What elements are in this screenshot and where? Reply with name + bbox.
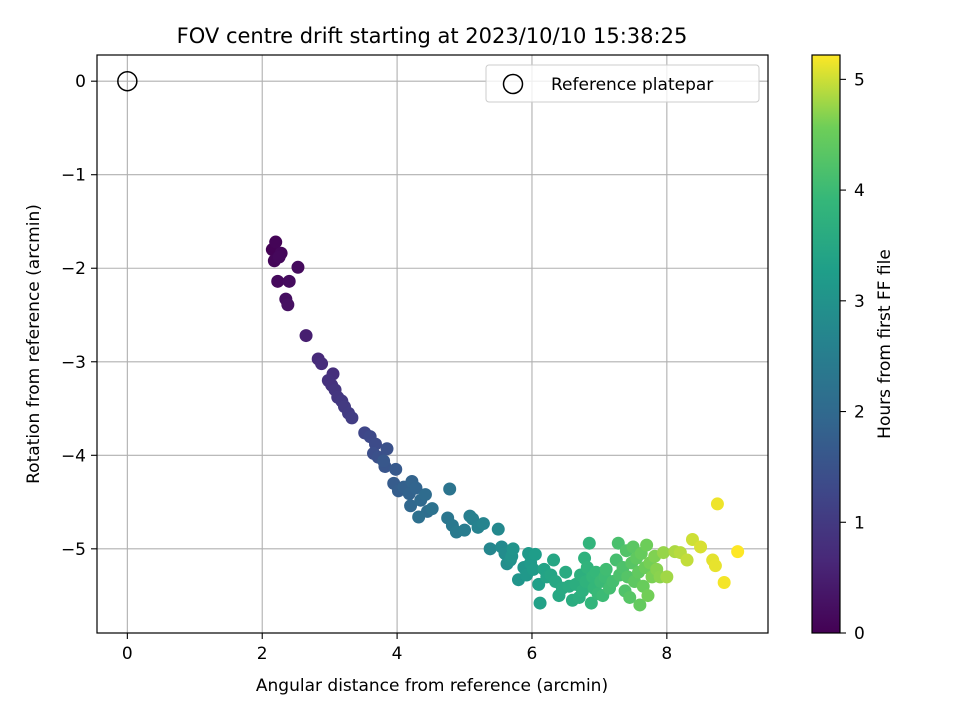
legend: Reference platepar	[485, 64, 760, 103]
scatter-point	[717, 575, 731, 589]
scatter-point	[640, 538, 654, 552]
legend-marker-icon	[502, 73, 524, 95]
scatter-point	[656, 546, 670, 560]
scatter-point	[660, 570, 674, 584]
scatter-point	[404, 499, 418, 513]
scatter-point	[694, 540, 708, 554]
scatter-point	[269, 235, 283, 249]
scatter-point	[281, 298, 295, 312]
scatter-point	[528, 547, 542, 561]
scatter-point	[409, 481, 423, 495]
plot-area	[97, 55, 768, 633]
scatter-point	[526, 562, 540, 576]
scatter-point	[506, 542, 520, 556]
scatter-point	[483, 542, 497, 556]
colorbar: 0 1 2 3 4 5 Hours from first FF file	[811, 54, 895, 644]
colorbar-tick-label: 3	[854, 292, 865, 312]
scatter-point	[710, 497, 724, 511]
scatter-point	[418, 488, 432, 502]
scatter-point	[282, 274, 296, 288]
scatter-point	[731, 545, 745, 559]
legend-box	[485, 64, 760, 103]
scatter-point	[315, 357, 329, 371]
scatter-point	[547, 553, 561, 567]
colorbar-tick-label: 1	[854, 513, 865, 533]
y-tick-label: −3	[61, 353, 86, 373]
colorbar-tick-label: 5	[854, 70, 865, 90]
scatter-point	[641, 589, 655, 603]
scatter-point	[377, 454, 391, 468]
scatter-point	[380, 442, 394, 456]
scatter-point	[271, 274, 285, 288]
y-tick-label: −1	[61, 166, 86, 186]
colorbar-tick-label: 2	[854, 403, 865, 423]
x-tick-label: 0	[122, 644, 133, 664]
scatter-point	[633, 598, 647, 612]
colorbar-gradient	[811, 54, 841, 634]
y-tick-label: −2	[61, 259, 86, 279]
y-tick-label: 0	[75, 72, 86, 92]
x-tick-label: 2	[257, 644, 268, 664]
scatter-point	[599, 562, 613, 576]
scatter-point	[291, 260, 305, 274]
scatter-point	[458, 523, 472, 537]
scatter-point	[476, 517, 490, 531]
legend-entry: Reference platepar	[551, 75, 713, 95]
y-axis-label: Rotation from reference (arcmin)	[24, 204, 44, 484]
plot-frame	[96, 54, 769, 634]
x-tick-label: 6	[527, 644, 538, 664]
x-axis-ticks: 0 2 4 6 8	[122, 633, 672, 664]
grid-lines	[97, 55, 768, 633]
x-tick-label: 8	[661, 644, 672, 664]
scatter-point	[272, 250, 286, 264]
scatter-point	[345, 411, 359, 425]
reference-platepar-marker	[117, 70, 138, 92]
x-tick-label: 4	[392, 644, 403, 664]
scatter-point	[582, 536, 596, 550]
scatter-points	[265, 235, 745, 612]
scatter-point	[623, 590, 637, 604]
scatter-point	[680, 553, 694, 567]
y-tick-label: −4	[61, 446, 86, 466]
colorbar-ticks: 0 1 2 3 4 5	[840, 70, 865, 644]
chart-title: FOV centre drift starting at 2023/10/10 …	[177, 24, 688, 48]
scatter-point	[443, 482, 457, 496]
scatter-point	[299, 329, 313, 343]
colorbar-tick-label: 0	[854, 624, 865, 644]
scatter-point	[491, 522, 505, 536]
scatter-point	[708, 559, 722, 573]
scatter-point	[412, 510, 426, 524]
scatter-point	[559, 565, 573, 579]
colorbar-label: Hours from first FF file	[875, 249, 895, 439]
scatter-point	[533, 596, 547, 610]
x-axis-label: Angular distance from reference (arcmin)	[256, 676, 608, 696]
scatter-point	[425, 502, 439, 516]
y-tick-label: −5	[61, 540, 86, 560]
colorbar-tick-label: 4	[854, 181, 865, 201]
y-axis-ticks: 0 −1 −2 −3 −4 −5	[61, 72, 97, 560]
scatter-point	[584, 596, 598, 610]
scatter-point	[389, 462, 403, 476]
